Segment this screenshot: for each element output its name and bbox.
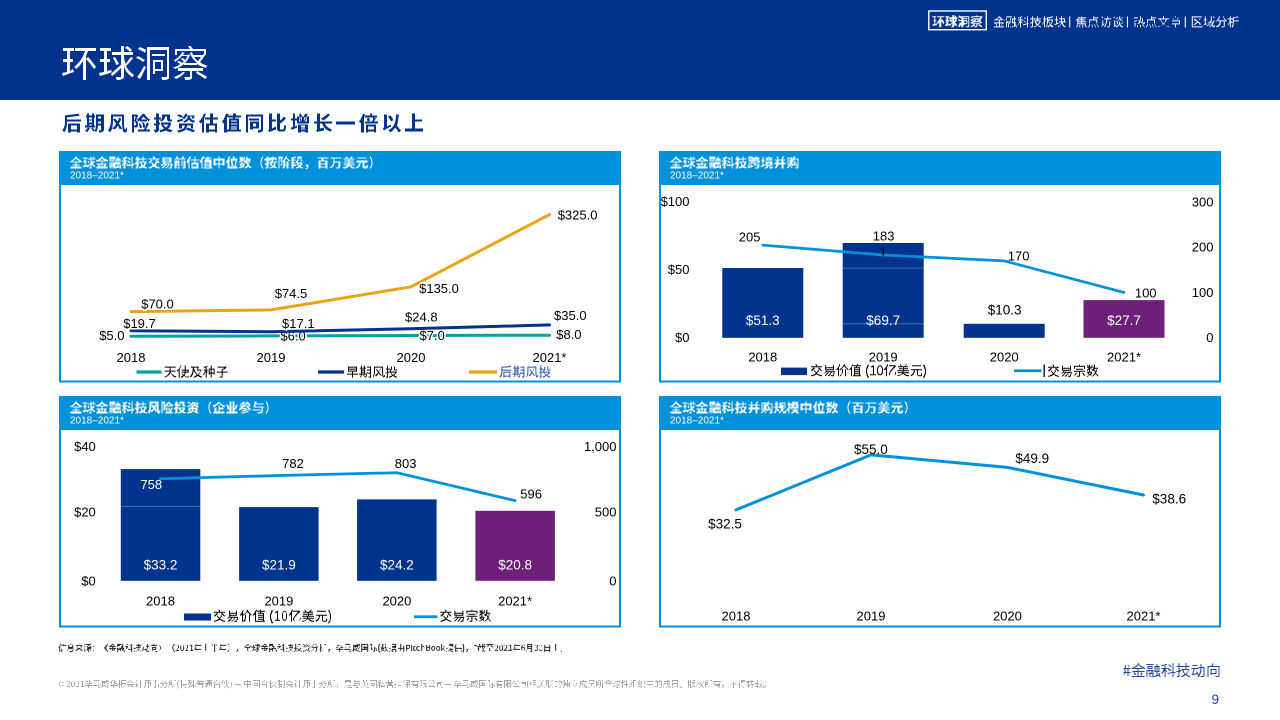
- svg-text:2018: 2018: [117, 350, 146, 365]
- svg-text:1,000: 1,000: [584, 439, 617, 454]
- svg-text:100: 100: [1192, 285, 1214, 300]
- svg-text:$38.6: $38.6: [1152, 492, 1186, 507]
- svg-text:2020: 2020: [382, 593, 411, 608]
- svg-text:$33.2: $33.2: [144, 557, 178, 572]
- svg-text:2021*: 2021*: [1127, 608, 1161, 623]
- svg-text:$51.3: $51.3: [746, 313, 780, 328]
- svg-text:$0: $0: [675, 330, 689, 345]
- svg-text:$50: $50: [668, 262, 690, 277]
- svg-text:$325.0: $325.0: [558, 208, 598, 223]
- svg-text:596: 596: [520, 487, 542, 502]
- svg-text:2021*: 2021*: [1107, 350, 1141, 365]
- svg-text:$10.3: $10.3: [988, 302, 1022, 317]
- svg-text:803: 803: [395, 456, 417, 471]
- svg-text:$8.0: $8.0: [556, 327, 581, 342]
- svg-text:2018–2021*: 2018–2021*: [70, 416, 124, 427]
- svg-text:170: 170: [1008, 248, 1030, 263]
- svg-text:$19.7: $19.7: [123, 316, 156, 331]
- svg-text:$74.5: $74.5: [275, 286, 308, 301]
- svg-text:0: 0: [609, 574, 616, 589]
- svg-text:$5.0: $5.0: [99, 328, 124, 343]
- svg-text:758: 758: [140, 477, 162, 492]
- svg-text:$35.0: $35.0: [554, 308, 587, 323]
- svg-text:$7.0: $7.0: [420, 328, 445, 343]
- svg-text:$0: $0: [81, 574, 95, 589]
- svg-text:200: 200: [1192, 240, 1214, 255]
- svg-text:2020: 2020: [990, 350, 1019, 365]
- svg-text:$21.9: $21.9: [262, 557, 296, 572]
- svg-text:$135.0: $135.0: [419, 281, 459, 296]
- svg-text:$55.0: $55.0: [854, 442, 888, 457]
- svg-text:500: 500: [595, 504, 617, 519]
- svg-text:2018–2021*: 2018–2021*: [670, 416, 724, 427]
- svg-text:183: 183: [873, 229, 895, 244]
- svg-text:$40: $40: [74, 439, 96, 454]
- svg-text:$32.5: $32.5: [708, 517, 742, 532]
- svg-text:2018: 2018: [722, 608, 751, 623]
- svg-text:2019: 2019: [857, 608, 886, 623]
- svg-text:2020: 2020: [993, 608, 1022, 623]
- svg-text:0: 0: [1206, 330, 1213, 345]
- svg-text:2018: 2018: [748, 350, 777, 365]
- svg-text:2021*: 2021*: [533, 350, 567, 365]
- svg-text:$49.9: $49.9: [1015, 451, 1049, 466]
- svg-text:$27.7: $27.7: [1107, 313, 1141, 328]
- svg-text:$69.7: $69.7: [866, 313, 900, 328]
- svg-text:$24.2: $24.2: [380, 557, 414, 572]
- svg-text:2019: 2019: [257, 350, 286, 365]
- svg-text:205: 205: [739, 230, 761, 245]
- svg-text:$20.8: $20.8: [498, 557, 532, 572]
- svg-text:782: 782: [282, 456, 304, 471]
- svg-text:300: 300: [1192, 194, 1214, 209]
- svg-text:$100: $100: [661, 194, 690, 209]
- svg-text:2018–2021*: 2018–2021*: [670, 171, 724, 182]
- svg-text:100: 100: [1135, 286, 1157, 301]
- svg-text:2020: 2020: [397, 350, 426, 365]
- svg-text:2018: 2018: [146, 593, 175, 608]
- svg-text:2019: 2019: [869, 350, 898, 365]
- svg-text:$20: $20: [74, 504, 96, 519]
- svg-text:9: 9: [1211, 692, 1219, 707]
- svg-text:2019: 2019: [264, 593, 293, 608]
- svg-text:$17.1: $17.1: [282, 316, 315, 331]
- svg-text:2021*: 2021*: [498, 593, 532, 608]
- svg-text:$70.0: $70.0: [141, 296, 174, 311]
- svg-text:2018–2021*: 2018–2021*: [70, 171, 124, 182]
- svg-text:$24.8: $24.8: [405, 310, 438, 325]
